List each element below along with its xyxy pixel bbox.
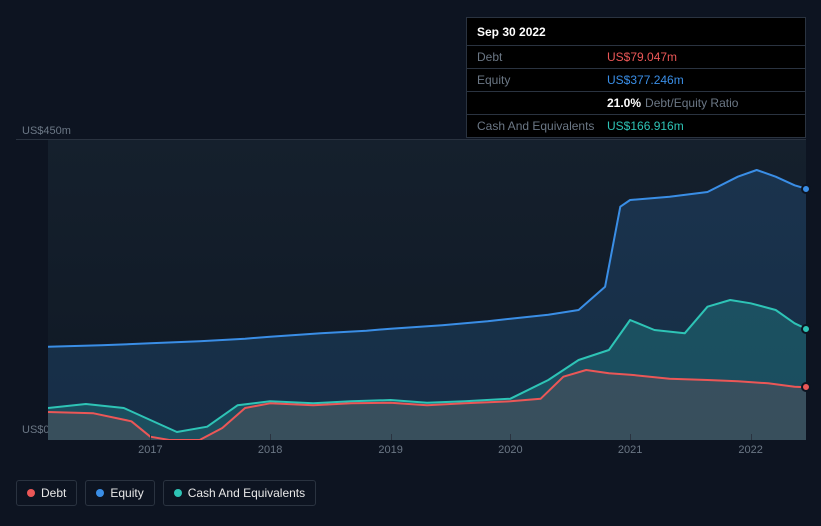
series-end-marker-debt [801, 382, 811, 392]
tooltip-row: DebtUS$79.047m [467, 46, 805, 69]
x-tick-mark [510, 434, 511, 440]
chart-plot-area[interactable] [48, 140, 806, 440]
legend-dot-icon [27, 489, 35, 497]
x-tick-label: 2017 [138, 444, 162, 456]
y-axis-max-label: US$450m [22, 125, 71, 137]
tooltip-row-label: Equity [477, 73, 607, 87]
tooltip-date: Sep 30 2022 [467, 18, 805, 46]
x-tick-mark [751, 434, 752, 440]
chart-svg [48, 140, 806, 440]
legend-item-cash-and-equivalents[interactable]: Cash And Equivalents [163, 480, 316, 506]
tooltip-row-label: Cash And Equivalents [477, 119, 607, 133]
tooltip-row-value: 21.0%Debt/Equity Ratio [607, 96, 795, 110]
legend-label: Debt [41, 486, 66, 500]
tooltip-row-value: US$166.916m [607, 119, 795, 133]
legend-dot-icon [96, 489, 104, 497]
debt-equity-chart: US$450m US$0 2017 2018 2019 2020 2021 2022 [16, 120, 806, 480]
tooltip-row: EquityUS$377.246m [467, 69, 805, 92]
legend-item-equity[interactable]: Equity [85, 480, 154, 506]
tooltip-row: 21.0%Debt/Equity Ratio [467, 92, 805, 115]
x-tick-label: 2019 [378, 444, 402, 456]
tooltip-row-label: Debt [477, 50, 607, 64]
x-tick-mark [270, 434, 271, 440]
tooltip-row-value: US$377.246m [607, 73, 795, 87]
tooltip-row-label [477, 96, 607, 110]
tooltip-row-value: US$79.047m [607, 50, 795, 64]
x-tick-label: 2020 [498, 444, 522, 456]
legend-label: Equity [110, 486, 143, 500]
x-tick-label: 2022 [738, 444, 762, 456]
series-end-marker-equity [801, 184, 811, 194]
x-axis: 2017 2018 2019 2020 2021 2022 [48, 440, 806, 460]
x-tick-mark [391, 434, 392, 440]
x-tick-label: 2018 [258, 444, 282, 456]
legend-dot-icon [174, 489, 182, 497]
tooltip-row: Cash And EquivalentsUS$166.916m [467, 115, 805, 137]
x-tick-label: 2021 [618, 444, 642, 456]
series-end-marker-cash-and-equivalents [801, 324, 811, 334]
legend-item-debt[interactable]: Debt [16, 480, 77, 506]
y-axis-min-label: US$0 [22, 424, 50, 436]
chart-legend: Debt Equity Cash And Equivalents [16, 480, 316, 506]
legend-label: Cash And Equivalents [188, 486, 305, 500]
x-tick-mark [630, 434, 631, 440]
x-tick-mark [150, 434, 151, 440]
data-tooltip: Sep 30 2022 DebtUS$79.047mEquityUS$377.2… [466, 17, 806, 138]
